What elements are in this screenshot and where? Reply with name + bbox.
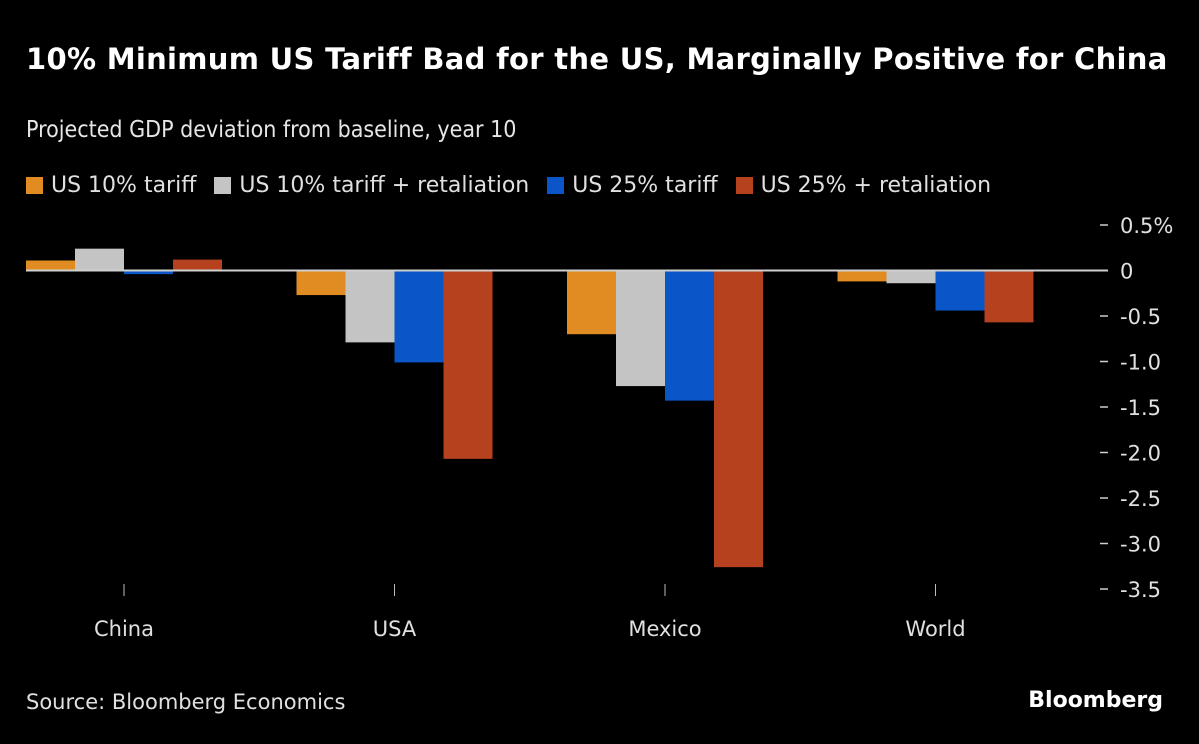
legend-label: US 25% tariff [572,173,718,198]
y-tick-label: -3.5 [1120,578,1161,602]
bar-mexico-0 [567,270,616,335]
bar-mexico-1 [616,270,665,387]
bar-mexico-2 [665,270,714,401]
chart-subtitle: Projected GDP deviation from baseline, y… [26,117,517,143]
y-tick-label: -0.5 [1120,305,1161,329]
legend-item: US 25% tariff [547,173,718,198]
legend-swatch [735,177,753,194]
y-tick-label: -2.0 [1120,442,1161,466]
y-tick-label: -2.5 [1120,487,1161,511]
legend-label: US 25% + retaliation [760,173,992,198]
legend-swatch [214,177,232,194]
legend-item: US 25% + retaliation [735,173,992,198]
bar-world-0 [837,270,887,282]
bar-world-2 [935,270,985,311]
legend-item: US 10% tariff + retaliation [214,173,529,198]
legend-label: US 10% tariff + retaliation [239,173,530,198]
bar-usa-3 [443,270,493,459]
legend-swatch [547,177,565,194]
x-tick-label: China [94,617,154,641]
legend-swatch [26,177,43,194]
x-tick-label: World [905,617,965,641]
bar-world-3 [984,270,1034,323]
x-tick-label: USA [373,617,417,641]
bar-world-1 [886,270,936,284]
legend-item: US 10% tariff [26,173,196,198]
bar-china-0 [26,260,75,271]
bar-usa-1 [345,270,395,343]
bar-china-1 [75,248,124,271]
legend-label: US 10% tariff [51,173,197,198]
source-note: Source: Bloomberg Economics [26,690,346,714]
bloomberg-logo: Bloomberg [1028,688,1163,713]
y-tick-label: 0 [1120,260,1133,284]
legend: US 10% tariff US 10% tariff + retaliation… [26,173,1009,198]
bar-china-2 [124,270,173,275]
bar-usa-0 [296,270,346,296]
x-tick-label: Mexico [628,617,701,641]
bar-china-3 [173,259,222,271]
bar-usa-2 [394,270,444,363]
chart-title: 10% Minimum US Tariff Bad for the US, Ma… [26,42,1168,76]
y-tick-label: 0.5% [1120,214,1173,238]
y-tick-label: -3.0 [1120,533,1161,557]
bar-mexico-3 [714,270,763,568]
y-tick-label: -1.0 [1120,351,1161,375]
y-tick-label: -1.5 [1120,396,1161,420]
